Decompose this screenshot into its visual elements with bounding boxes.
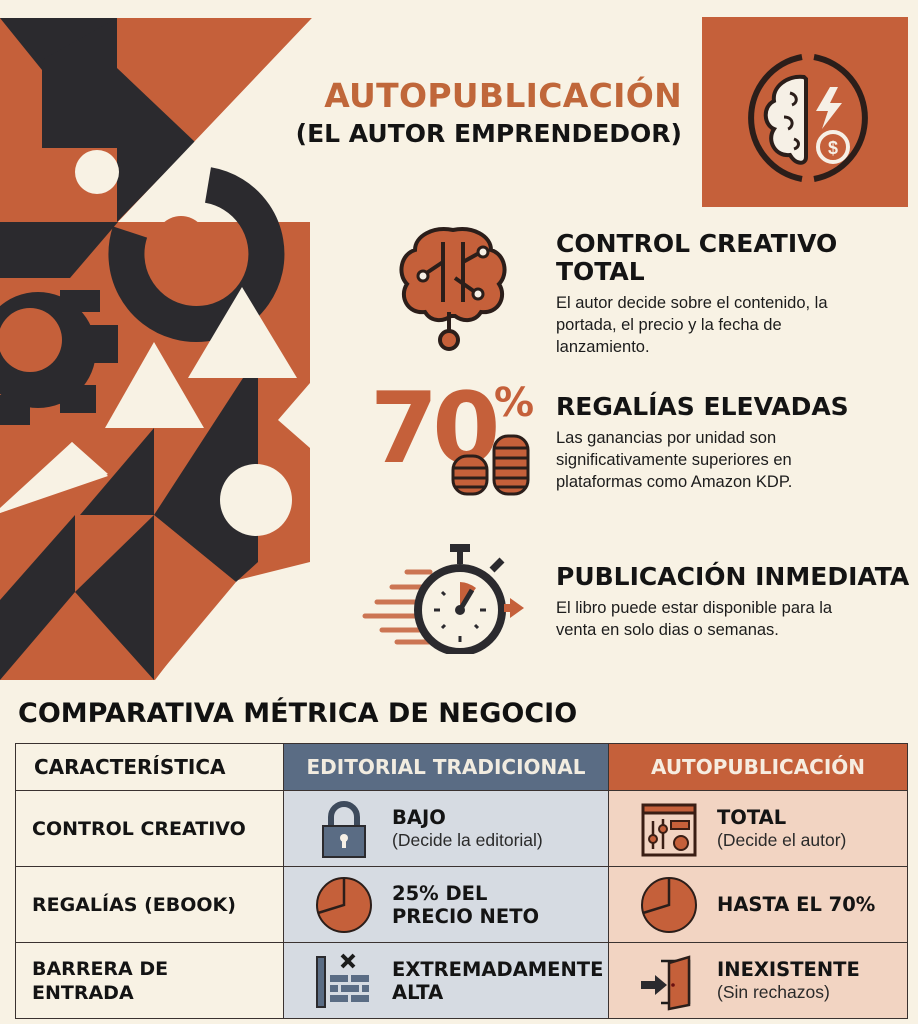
pie-chart-icon: [316, 876, 372, 933]
feature-title: PUBLICACIÓN INMEDIATA: [556, 562, 910, 591]
table-row: REGALÍAS (EBOOK) 25% DEL PRECIO NETO: [15, 866, 908, 943]
feature-desc: significativamente superiores en: [556, 451, 792, 469]
feature-control-creativo: CONTROL CREATIVO TOTAL El autor decide s…: [556, 230, 837, 358]
feature-desc: El autor decide sobre el contenido, la: [556, 294, 828, 312]
open-door-icon: [641, 954, 691, 1011]
table-header-row: CARACTERÍSTICA EDITORIAL TRADICIONAL AUT…: [15, 743, 908, 791]
feature-title: REGALÍAS ELEVADAS: [556, 392, 849, 421]
comparison-table: CARACTERÍSTICA EDITORIAL TRADICIONAL AUT…: [15, 743, 908, 1019]
feature-publicacion: PUBLICACIÓN INMEDIATA El libro puede est…: [556, 563, 909, 641]
table-row: CONTROL CREATIVO BAJO (Decide la editori…: [15, 790, 908, 867]
padlock-icon: [322, 800, 366, 858]
hero-icon-box: $: [702, 17, 908, 207]
row-label: REGALÍAS (EBOOK): [15, 866, 284, 943]
column-header: AUTOPUBLICACIÓN: [608, 743, 908, 791]
table-cell: HASTA EL 70%: [608, 866, 908, 943]
circuit-brain-icon: [399, 227, 507, 351]
table-cell: EXTREMADAMENTE ALTA: [283, 942, 609, 1019]
column-header: CARACTERÍSTICA: [15, 743, 284, 791]
table-row: BARRERA DE ENTRADA EXTREMADAMENTE ALTA: [15, 942, 908, 1019]
section-title: COMPARATIVA MÉTRICA DE NEGOCIO: [18, 698, 578, 729]
brick-wall-icon: [316, 953, 369, 1008]
row-label: CONTROL CREATIVO: [15, 790, 284, 867]
column-header: EDITORIAL TRADICIONAL: [283, 743, 609, 791]
feature-title: CONTROL CREATIVO: [556, 229, 838, 258]
feature-desc: plataformas como Amazon KDP.: [556, 473, 793, 491]
svg-text:$: $: [828, 138, 838, 158]
row-label: BARRERA DE ENTRADA: [15, 942, 284, 1019]
feature-title: TOTAL: [556, 257, 645, 286]
pie-chart-icon: [641, 876, 697, 933]
table-cell: INEXISTENTE (Sin rechazos): [608, 942, 908, 1019]
table-cell: 25% DEL PRECIO NETO: [283, 866, 609, 943]
brain-lightning-dollar-icon: $: [748, 54, 868, 182]
control-panel-icon: [641, 803, 697, 856]
feature-regalias: REGALÍAS ELEVADAS Las ganancias por unid…: [556, 393, 849, 493]
percent-coins-icon: 70 %: [370, 372, 540, 496]
feature-desc: portada, el precio y la fecha de: [556, 316, 782, 334]
feature-desc: Las ganancias por unidad son: [556, 429, 777, 447]
geometric-decoration: [0, 18, 320, 680]
table-cell: BAJO (Decide la editorial): [283, 790, 609, 867]
page-subtitle: (EL AUTOR EMPRENDEDOR): [295, 119, 682, 148]
feature-desc: El libro puede estar disponible para la: [556, 599, 833, 617]
page-title: AUTOPUBLICACIÓN: [324, 76, 682, 115]
stopwatch-icon: [362, 544, 524, 654]
table-cell: TOTAL (Decide el autor): [608, 790, 908, 867]
feature-desc: lanzamiento.: [556, 338, 650, 356]
feature-desc: venta en solo dias o semanas.: [556, 621, 779, 639]
